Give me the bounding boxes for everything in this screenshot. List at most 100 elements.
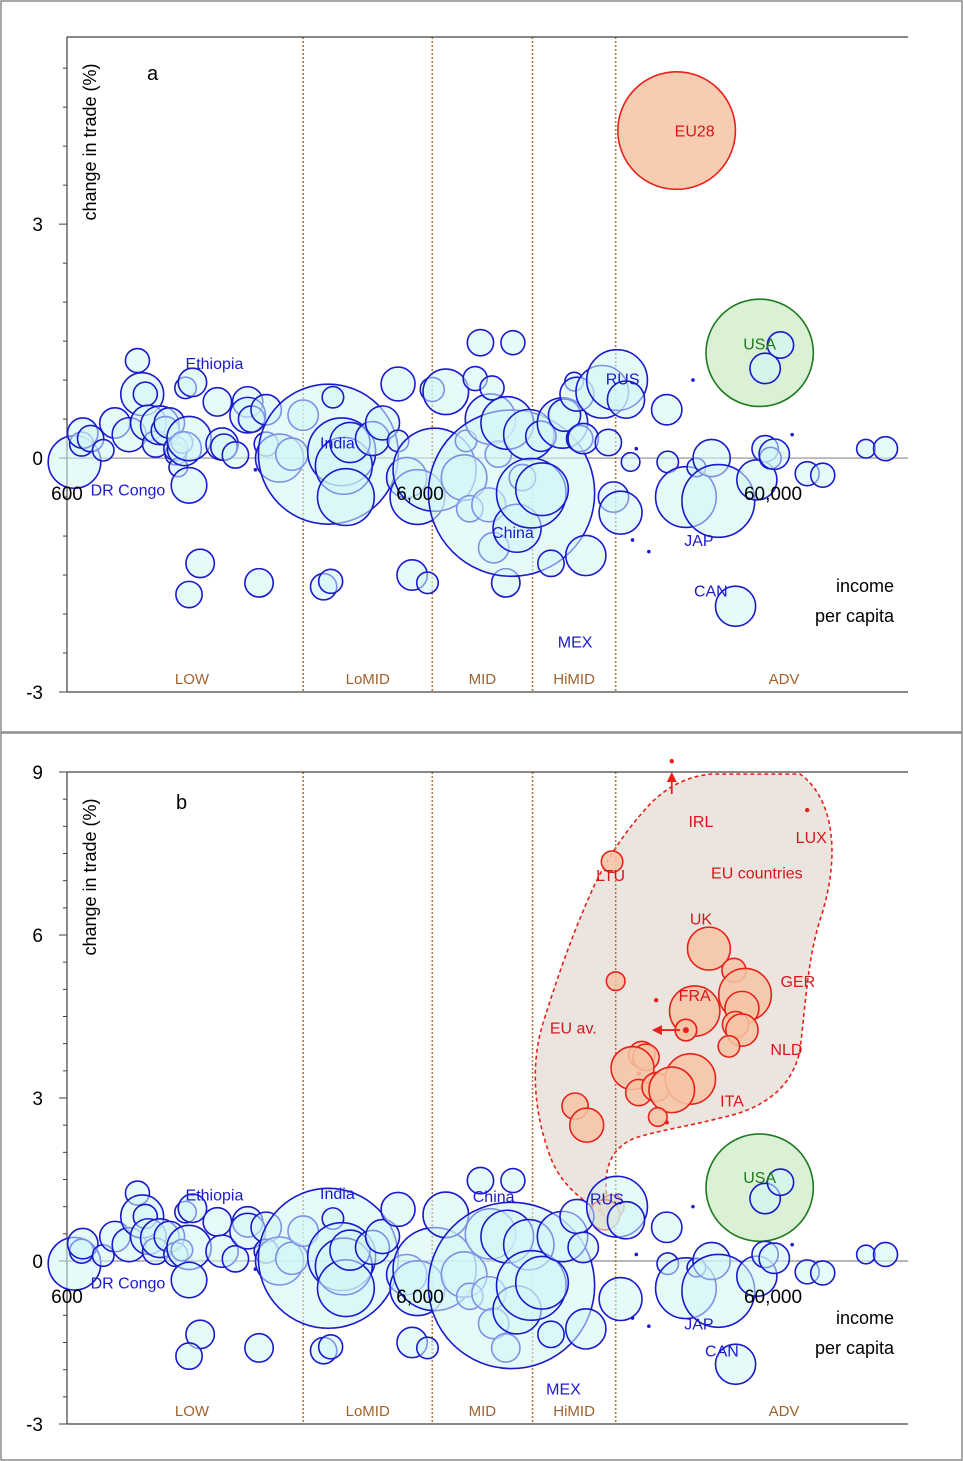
data-point: [634, 446, 639, 451]
data-point: [170, 1261, 208, 1299]
eu-data-point: [605, 971, 626, 992]
data-point: [872, 435, 899, 462]
data-point: [598, 490, 643, 535]
point-label: UK: [690, 912, 713, 929]
data-point: [500, 329, 526, 356]
data-point: [766, 331, 795, 359]
point-label: India: [320, 1186, 355, 1203]
point-label: Ethiopia: [186, 356, 244, 373]
panel-a-letter: a: [147, 63, 159, 85]
y-tick-label: 0: [32, 1252, 43, 1273]
data-point: [466, 1166, 495, 1195]
point-label: NLD: [770, 1042, 802, 1059]
point-label: EU av.: [550, 1020, 597, 1037]
data-point: [714, 1343, 757, 1386]
data-point: [537, 549, 565, 578]
income-band-label: ADV: [769, 1403, 800, 1420]
data-point: [244, 1332, 275, 1363]
income-band-label: LoMID: [346, 1403, 390, 1420]
bubbles-layer: [47, 758, 899, 1386]
eu-data-point: [805, 807, 810, 813]
data-point: [855, 1244, 877, 1265]
data-point: [758, 1242, 791, 1275]
data-point: [564, 534, 607, 577]
point-label: JAP: [684, 533, 713, 550]
data-point: [567, 422, 600, 455]
point-label: RUS: [606, 372, 640, 389]
data-point: [321, 385, 345, 409]
y-tick-label: 9: [32, 763, 43, 784]
x-tick-label: 600: [51, 484, 83, 505]
data-point: [567, 1231, 600, 1264]
data-point: [175, 1342, 203, 1371]
data-point: [691, 378, 695, 382]
data-point: [647, 549, 651, 554]
y-tick-label: 0: [32, 449, 43, 470]
data-point: [691, 1204, 695, 1209]
panel-b-xlabel-line1: income: [836, 1308, 894, 1328]
eu-data-point: [600, 850, 624, 874]
point-label: GER: [780, 974, 815, 991]
data-point: [177, 1193, 208, 1224]
income-band-label: MID: [469, 1403, 497, 1420]
income-band-label: HiMID: [553, 1403, 595, 1420]
data-point: [244, 567, 275, 598]
data-point: [380, 1191, 416, 1228]
data-point: [221, 441, 250, 469]
point-label: CAN: [705, 1344, 739, 1361]
usa-data-point: [705, 298, 815, 408]
data-point: [514, 462, 570, 517]
point-label: IRL: [688, 814, 713, 831]
y-tick-label: 3: [32, 215, 43, 236]
panel-a-ylabel: change in trade (%): [80, 63, 100, 220]
data-point: [177, 367, 208, 398]
data-point: [466, 328, 495, 357]
data-point: [758, 438, 791, 471]
data-point: [606, 1200, 646, 1240]
point-label: DR Congo: [91, 1276, 166, 1293]
panel-b-ylabel: change in trade (%): [80, 798, 100, 955]
income-band-label: LoMID: [346, 671, 390, 688]
point-label: China: [473, 1189, 515, 1206]
data-point: [564, 1308, 607, 1350]
data-point: [185, 548, 216, 579]
point-label: LTU: [596, 868, 625, 885]
x-tick-label: 6,000: [396, 1287, 444, 1308]
data-point: [630, 1316, 635, 1320]
data-point: [317, 1334, 344, 1360]
y-tick-label: 6: [32, 926, 43, 947]
panel-b-chart: change in trade (%) income per capita b …: [26, 758, 908, 1436]
data-point: [91, 438, 115, 462]
data-point: [634, 1252, 639, 1257]
point-label: India: [320, 435, 355, 452]
point-label: JAP: [684, 1316, 713, 1333]
data-point: [606, 380, 646, 419]
data-point: [514, 1255, 570, 1310]
data-point: [66, 1227, 99, 1260]
data-point: [650, 393, 683, 426]
y-tick-label: -3: [26, 683, 43, 704]
data-point: [202, 386, 233, 417]
point-label: CAN: [694, 584, 728, 601]
point-label: RUS: [590, 1192, 624, 1209]
x-tick-label: 600: [51, 1287, 83, 1308]
x-tick-label: 6,000: [396, 484, 444, 505]
point-label: EU28: [675, 124, 715, 141]
eu-data-point: [686, 926, 732, 971]
labels-layer: LOW LoMID MID HiMID ADV -3 0 3 600 6,000 60,000 Eth…: [26, 124, 802, 704]
income-band-label: MID: [469, 671, 497, 688]
data-point: [364, 405, 401, 441]
eu-data-point: [653, 998, 659, 1003]
eu-data-point: [717, 1034, 741, 1058]
bubbles-layer: [47, 70, 899, 628]
eu-data-point: [648, 1066, 696, 1114]
income-band-label: HiMID: [553, 671, 595, 688]
data-point: [170, 466, 208, 504]
data-point: [749, 352, 782, 385]
data-point: [221, 1244, 250, 1273]
data-point: [422, 368, 470, 416]
data-point: [620, 451, 641, 473]
data-point: [598, 1276, 643, 1322]
x-tick-label: 60,000: [744, 484, 802, 505]
